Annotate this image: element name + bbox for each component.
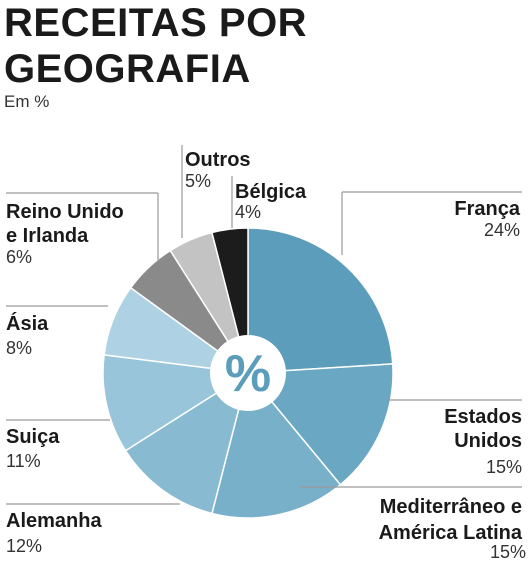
slice-value-alemanha: 12% (6, 536, 42, 556)
pie-slice-franca (247, 227, 394, 374)
slice-label-mediterraneo-e-america-latina-line-2: América Latina (379, 522, 523, 544)
slice-value-mediterraneo-e-america-latina: 15% (490, 542, 526, 561)
slice-value-belgica: 4% (235, 202, 261, 222)
slice-label-belgica: Bélgica (235, 181, 307, 203)
slice-label-estados-unidos-line-2: Unidos (454, 430, 522, 452)
slice-label-asia: Ásia (6, 312, 49, 335)
slice-value-reino-unido-e-irlanda: 6% (6, 247, 32, 267)
slice-value-asia: 8% (6, 338, 32, 358)
slice-label-reino-unido-e-irlanda-line-1: Reino Unido (6, 201, 124, 223)
chart-title-line-1: RECEITAS POR (4, 1, 308, 45)
slice-label-suica: Suiça (6, 426, 60, 448)
slice-label-mediterraneo-e-america-latina-line-1: Mediterrâneo e (380, 496, 522, 518)
slice-value-estados-unidos: 15% (486, 457, 522, 477)
slice-value-franca: 24% (484, 220, 520, 240)
slice-value-suica: 11% (6, 451, 41, 471)
slice-label-estados-unidos-line-1: Estados (444, 406, 522, 428)
chart-subtitle: Em % (4, 92, 50, 111)
pie-slice-estados-unidos (246, 363, 394, 486)
slice-label-outros: Outros (185, 149, 251, 171)
pie-center-hole (210, 335, 286, 411)
slice-value-outros: 5% (185, 171, 211, 191)
pie-center-label: % (225, 345, 271, 403)
slice-label-reino-unido-e-irlanda-line-2: e Irlanda (6, 225, 89, 247)
chart-title: RECEITAS POR GEOGRAFIA (4, 0, 307, 92)
slice-label-alemanha: Alemanha (6, 510, 102, 532)
pie-slice-alemanha (124, 371, 250, 515)
slice-label-franca: França (454, 198, 520, 220)
chart-title-line-2: GEOGRAFIA (4, 47, 251, 91)
